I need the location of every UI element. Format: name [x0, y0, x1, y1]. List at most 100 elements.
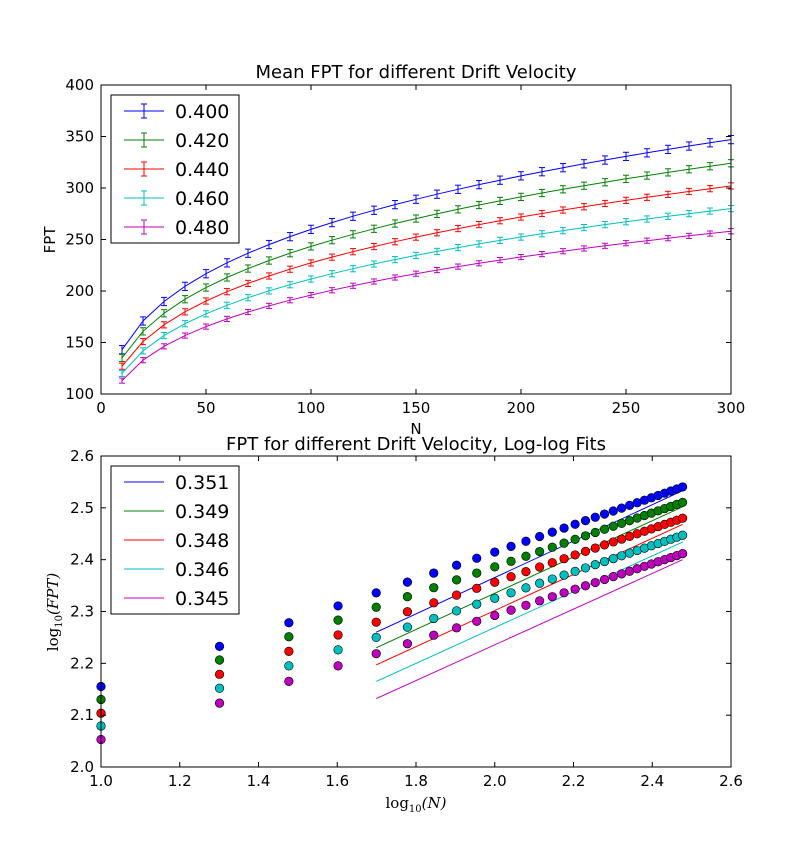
chart2-data-point: [472, 553, 482, 563]
chart2-data-point: [214, 669, 225, 679]
chart2-data-point: [214, 683, 225, 693]
chart2-data-point: [624, 531, 635, 541]
chart2-data-point: [429, 630, 439, 640]
chart2-data-point: [429, 613, 439, 624]
chart2-data-point: [214, 641, 225, 651]
chart2-data-point: [580, 531, 591, 541]
chart2-data-point: [547, 574, 557, 584]
chart2-data-point: [214, 655, 225, 665]
chart2-data-point: [570, 566, 580, 577]
chart2-data-point: [429, 568, 439, 578]
chart2-data-point: [521, 567, 531, 577]
chart2-x-label: log10(N): [385, 794, 446, 815]
chart2-data-point: [624, 500, 635, 510]
chart1-y-label: FPT: [41, 226, 59, 254]
chart2-ytick-label: 2.0: [70, 758, 94, 776]
chart2-data-point: [617, 503, 627, 513]
chart2-data-point: [472, 599, 482, 609]
chart2-data-point: [678, 482, 688, 492]
chart1-ytick-label: 250: [65, 231, 94, 249]
chart2-data-point: [284, 676, 294, 686]
chart2-data-point: [580, 516, 591, 526]
chart2-legend-label: 0.346: [175, 559, 229, 581]
chart1-series-line: [121, 139, 732, 350]
chart2-data-point: [608, 506, 618, 516]
chart2-ytick-label: 2.1: [70, 706, 94, 724]
chart2-data-point: [617, 551, 627, 561]
chart2-data-point: [451, 590, 462, 600]
chart2-data-point: [608, 572, 618, 582]
chart2-fit-line: [376, 541, 683, 682]
chart2-data-point: [678, 549, 688, 559]
chart2-data-point: [617, 518, 627, 528]
chart1-data-layer: [119, 134, 734, 384]
chart2-fit-line: [376, 523, 683, 666]
chart2-data-point: [599, 524, 610, 534]
chart1-xtick-label: 100: [297, 399, 326, 417]
chart2-x-label-base: log: [385, 794, 409, 812]
chart1-xtick-label: 300: [717, 399, 746, 417]
chart2-data-point: [535, 596, 545, 606]
chart1-series-line: [121, 230, 732, 381]
chart2-data-point: [429, 598, 439, 608]
chart1-ytick-label: 150: [65, 334, 94, 352]
chart2-data-point: [678, 513, 688, 523]
chart2-xtick-label: 1.6: [325, 772, 349, 790]
chart2-data-point: [535, 531, 545, 542]
chart1-xtick-label: 150: [402, 399, 431, 417]
chart2-ytick-label: 2.2: [70, 654, 94, 672]
chart1-ytick-label: 350: [65, 128, 94, 146]
chart2-fit-line: [376, 559, 683, 700]
chart2-data-point: [371, 632, 381, 642]
chart2-title: FPT for different Drift Velocity, Log-lo…: [226, 434, 606, 455]
chart1-series-line: [121, 162, 732, 359]
chart1-xtick-label: 200: [507, 399, 536, 417]
chart2-data-point: [580, 563, 591, 573]
chart2-data-point: [580, 546, 591, 556]
chart2-data-point: [570, 550, 580, 560]
chart2-data-point: [559, 570, 569, 580]
chart2-data-point: [547, 592, 557, 602]
chart2-data-point: [402, 607, 412, 617]
chart2-data-point: [371, 649, 381, 659]
chart2-legend: 0.351 0.349 0.348 0.346 0.345: [110, 465, 240, 615]
chart1-legend-label: 0.420: [175, 130, 229, 152]
chart2-ytick-label: 2.5: [70, 499, 94, 517]
chart1-legend-label: 0.440: [175, 159, 229, 181]
chart2-data-point: [624, 566, 635, 576]
chart2-data-point: [535, 562, 545, 572]
chart2-data-point: [559, 523, 569, 533]
chart2-data-point: [580, 581, 591, 591]
chart2-data-point: [608, 521, 618, 531]
chart2-ytick-label: 2.3: [70, 603, 94, 621]
chart2-ticks: 1.0 1.2 1.4 1.6 1.8 2.0 2.2 2.4 2.6 2.0 2.1 2.2 2.3 2…: [70, 447, 743, 790]
chart-loglog-fits: FPT for different Drift Velocity, Log-lo…: [44, 434, 743, 815]
chart2-data-point: [333, 601, 343, 611]
chart2-xtick-label: 2.4: [640, 772, 664, 790]
chart2-data-point: [559, 538, 569, 548]
chart2-y-label-arg: (FPT): [44, 573, 62, 615]
chart2-data-point: [402, 639, 412, 649]
chart2-data-point: [490, 610, 500, 621]
chart1-ytick-label: 400: [65, 76, 94, 94]
chart2-data-point: [570, 534, 580, 544]
chart2-data-point: [371, 588, 381, 598]
chart-mean-fpt: Mean FPT for different Drift Velocity 0 5…: [41, 62, 745, 438]
chart2-data-point: [599, 540, 610, 550]
chart1-legend-label: 0.400: [175, 101, 229, 123]
chart2-xtick-label: 1.4: [247, 772, 271, 790]
chart1-legend: 0.400 0.420 0.440 0.460 0.480: [110, 94, 240, 244]
chart2-data-point: [535, 546, 545, 557]
chart2-data-point: [284, 661, 294, 671]
chart2-data-point: [214, 698, 225, 708]
chart2-data-point: [490, 577, 500, 587]
chart2-data-point: [506, 556, 516, 566]
chart2-fit-line: [376, 490, 683, 633]
chart2-y-label-sub: 10: [54, 615, 65, 628]
chart1-legend-label: 0.460: [175, 188, 229, 210]
chart2-data-point: [608, 537, 618, 547]
chart2-data-point: [451, 606, 462, 616]
chart2-xtick-label: 1.8: [404, 772, 428, 790]
chart2-data-point: [402, 592, 412, 602]
